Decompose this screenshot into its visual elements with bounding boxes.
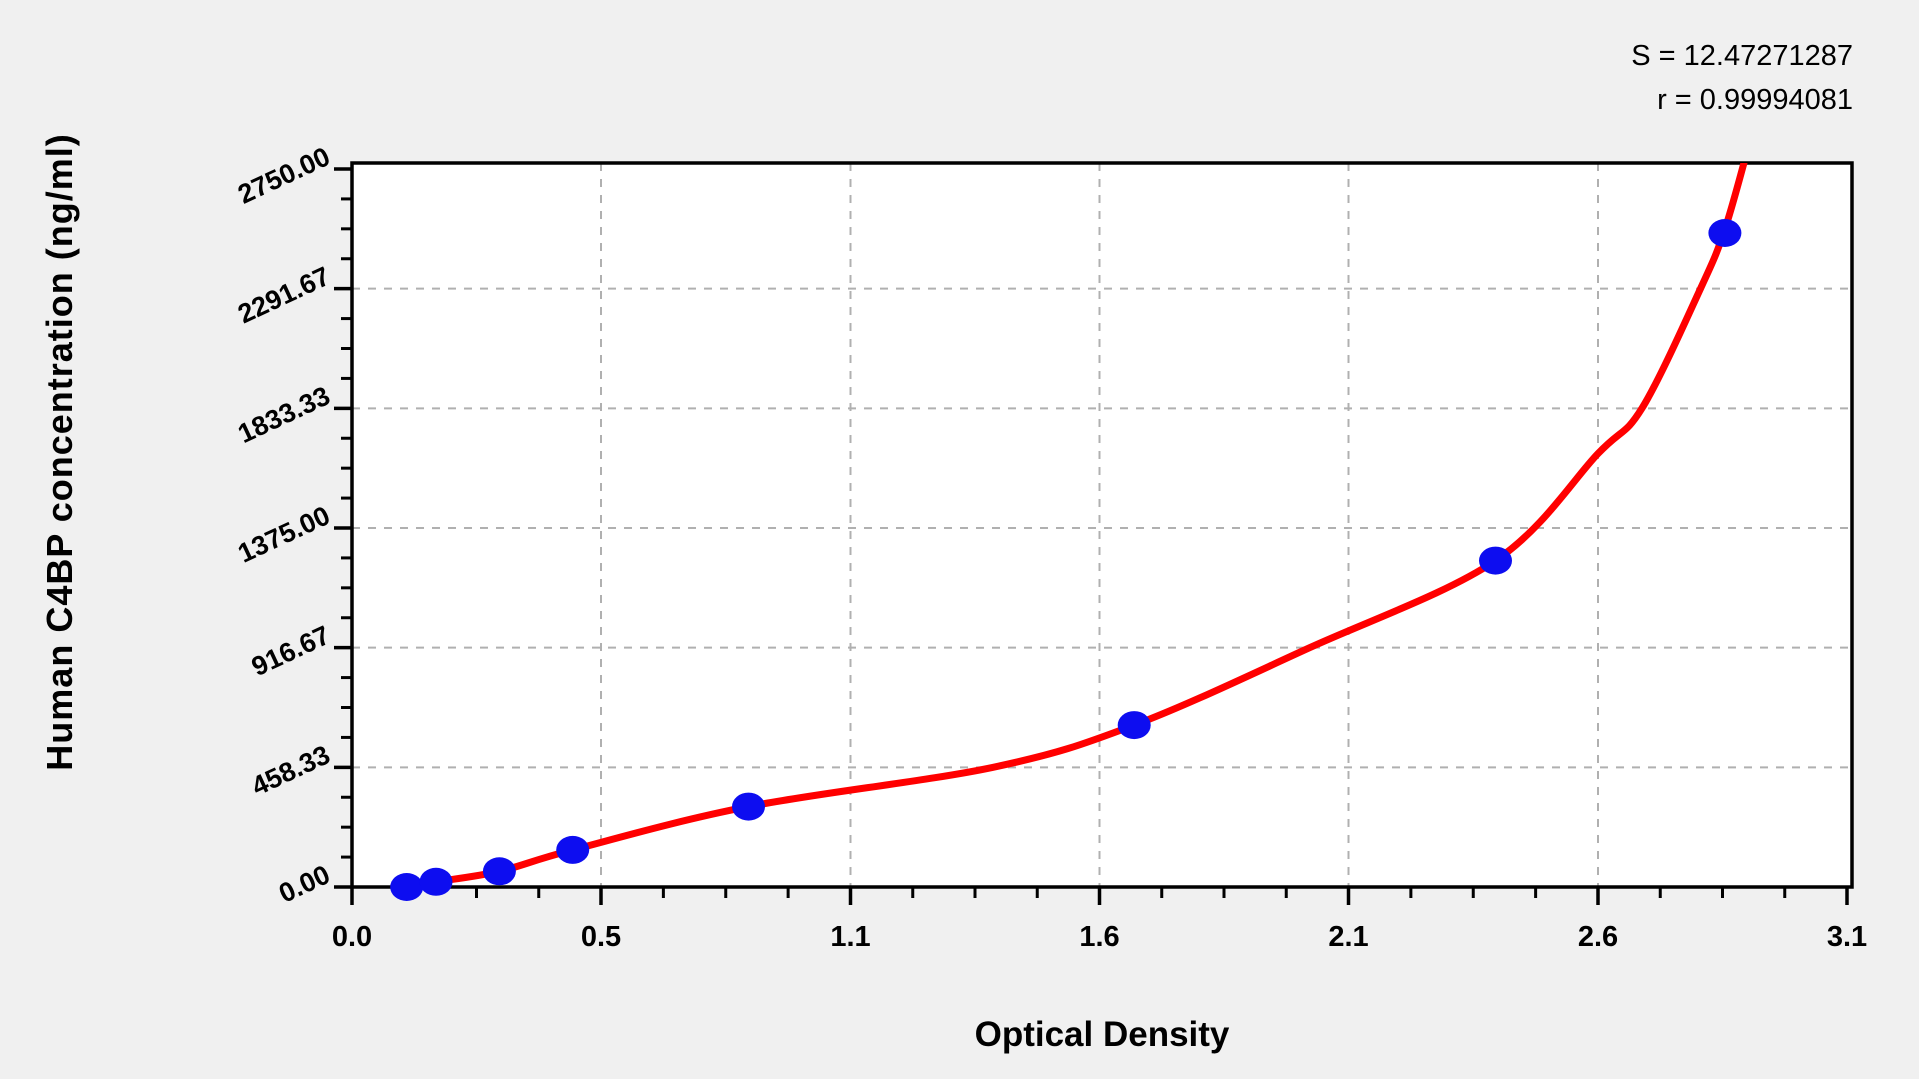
y-tick-label: 1833.33 xyxy=(233,381,334,449)
fit-statistics: S = 12.47271287 r = 0.99994081 xyxy=(1631,34,1853,122)
y-tick-label: 916.67 xyxy=(247,620,335,682)
data-point xyxy=(482,857,516,886)
data-point xyxy=(1708,219,1742,247)
x-tick-label: 2.1 xyxy=(1328,921,1368,953)
y-tick-label: 458.33 xyxy=(247,740,335,802)
x-tick-label: 0.0 xyxy=(332,921,372,953)
data-point xyxy=(390,873,424,901)
x-tick-label: 0.5 xyxy=(581,921,621,953)
data-point xyxy=(556,835,590,864)
x-tick-label: 1.6 xyxy=(1079,921,1119,953)
y-tick-label: 1375.00 xyxy=(233,500,334,568)
y-tick-label: 2750.00 xyxy=(233,141,334,209)
x-tick-label: 1.1 xyxy=(830,921,870,953)
data-point xyxy=(419,867,453,896)
plot-background xyxy=(352,163,1852,887)
plot-frame xyxy=(350,161,1854,889)
s-value-annotation: S = 12.47271287 xyxy=(1631,40,1853,72)
data-point xyxy=(732,792,765,821)
y-tick-label: 2291.67 xyxy=(233,261,334,329)
data-point xyxy=(1479,546,1512,575)
data-point xyxy=(1117,711,1151,740)
r-value-annotation: r = 0.99994081 xyxy=(1657,84,1853,116)
x-tick-label: 3.1 xyxy=(1827,921,1867,953)
y-tick-label: 0.00 xyxy=(274,859,334,908)
x-axis-title: Optical Density xyxy=(974,1015,1230,1054)
x-tick-label: 2.6 xyxy=(1578,921,1618,953)
